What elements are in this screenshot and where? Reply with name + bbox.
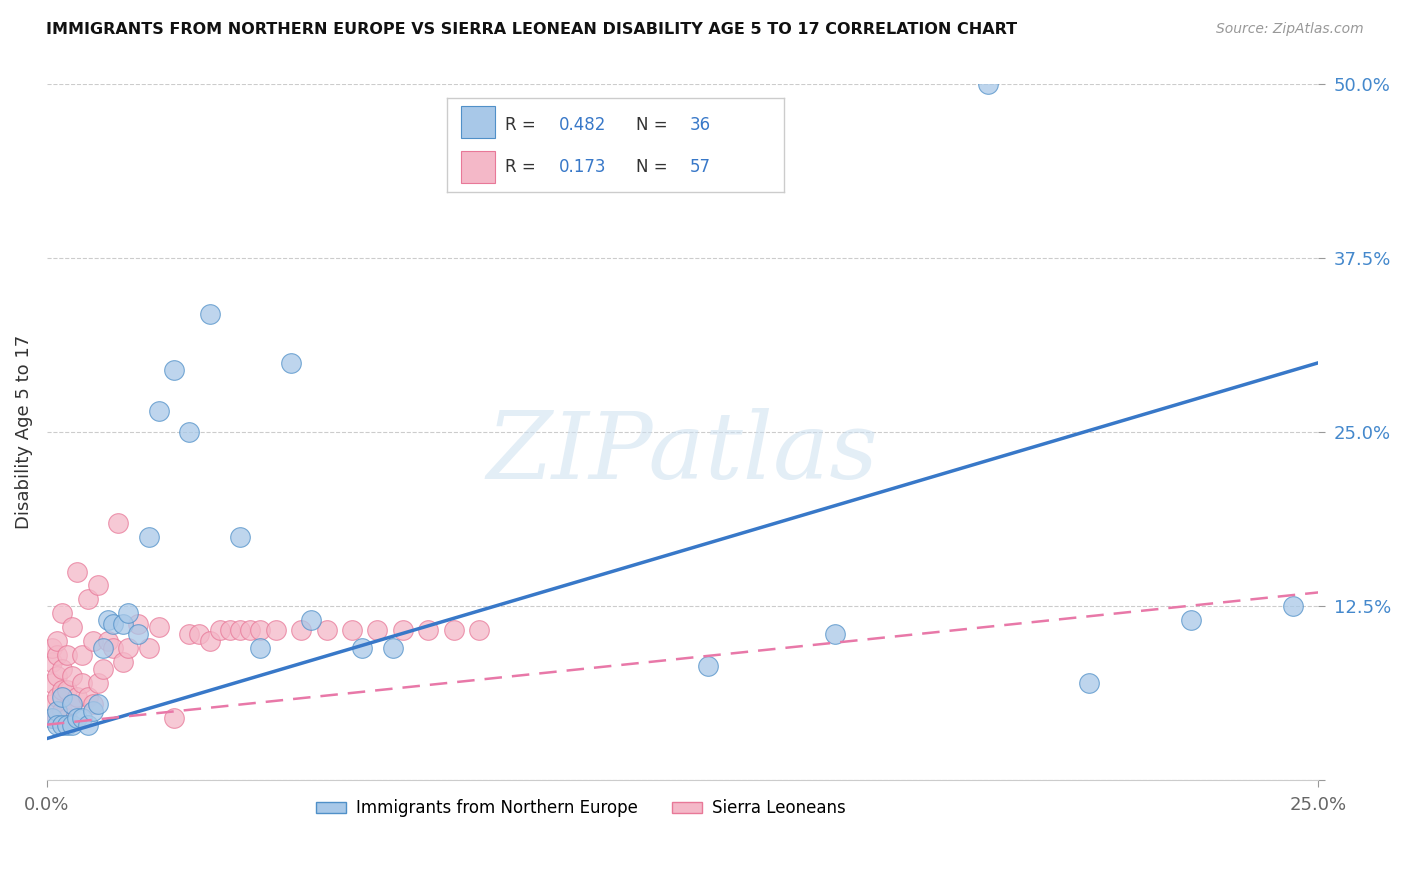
Point <box>127 627 149 641</box>
Point <box>229 530 252 544</box>
Point <box>697 659 720 673</box>
Point <box>41 655 63 669</box>
Point <box>392 623 415 637</box>
Point <box>1078 676 1101 690</box>
Point <box>82 704 104 718</box>
Point <box>198 634 221 648</box>
Point <box>97 613 120 627</box>
Point <box>148 404 170 418</box>
Point <box>51 690 73 704</box>
Point <box>112 655 135 669</box>
Point <box>1180 613 1202 627</box>
Point <box>117 607 139 621</box>
Point <box>117 641 139 656</box>
Point <box>60 697 83 711</box>
Point <box>352 641 374 656</box>
Point <box>51 704 73 718</box>
Point <box>87 578 110 592</box>
Point <box>229 623 252 637</box>
Point <box>46 648 69 662</box>
Point <box>76 690 98 704</box>
Point <box>72 648 94 662</box>
Point <box>66 565 89 579</box>
Point <box>41 676 63 690</box>
Point <box>91 662 114 676</box>
Point <box>977 78 1000 92</box>
Point <box>41 711 63 725</box>
Point <box>66 690 89 704</box>
Point <box>97 634 120 648</box>
Point <box>107 516 129 530</box>
Legend: Immigrants from Northern Europe, Sierra Leoneans: Immigrants from Northern Europe, Sierra … <box>309 793 852 824</box>
Point <box>249 623 271 637</box>
Point <box>82 697 104 711</box>
Point <box>60 717 83 731</box>
Point <box>239 623 262 637</box>
Point <box>60 620 83 634</box>
Point <box>280 356 302 370</box>
Point <box>443 623 465 637</box>
Point <box>46 704 69 718</box>
Point <box>60 669 83 683</box>
Point <box>148 620 170 634</box>
Point <box>315 623 337 637</box>
Point <box>56 717 79 731</box>
Point <box>76 717 98 731</box>
Point <box>381 641 404 656</box>
Point <box>264 623 287 637</box>
Point <box>127 617 149 632</box>
Point <box>138 530 160 544</box>
Point <box>138 641 160 656</box>
Point <box>366 623 388 637</box>
Point <box>46 717 69 731</box>
Point <box>66 711 89 725</box>
Y-axis label: Disability Age 5 to 17: Disability Age 5 to 17 <box>15 335 32 530</box>
Point <box>72 676 94 690</box>
Point <box>418 623 440 637</box>
Point <box>76 592 98 607</box>
Point <box>72 711 94 725</box>
Point <box>46 634 69 648</box>
Point <box>1282 599 1305 614</box>
Text: Source: ZipAtlas.com: Source: ZipAtlas.com <box>1216 22 1364 37</box>
Point <box>824 627 846 641</box>
Text: IMMIGRANTS FROM NORTHERN EUROPE VS SIERRA LEONEAN DISABILITY AGE 5 TO 17 CORRELA: IMMIGRANTS FROM NORTHERN EUROPE VS SIERR… <box>46 22 1018 37</box>
Point <box>41 641 63 656</box>
Point <box>299 613 322 627</box>
Point <box>41 711 63 725</box>
Point <box>101 641 124 656</box>
Point <box>219 623 242 637</box>
Point <box>46 690 69 704</box>
Point <box>82 634 104 648</box>
Point <box>198 307 221 321</box>
Point <box>101 617 124 632</box>
Point <box>163 711 186 725</box>
Point <box>91 641 114 656</box>
Point <box>46 711 69 725</box>
Point <box>340 623 363 637</box>
Point <box>51 717 73 731</box>
Point <box>163 363 186 377</box>
Point <box>112 617 135 632</box>
Point <box>46 669 69 683</box>
Point <box>56 711 79 725</box>
Point <box>468 623 491 637</box>
Point <box>51 607 73 621</box>
Point <box>179 425 201 440</box>
Point <box>249 641 271 656</box>
Point <box>51 682 73 697</box>
Point <box>87 676 110 690</box>
Point <box>56 648 79 662</box>
Point <box>290 623 312 637</box>
Point <box>51 662 73 676</box>
Point <box>179 627 201 641</box>
Point <box>41 697 63 711</box>
Point <box>87 697 110 711</box>
Point <box>188 627 211 641</box>
Point <box>60 697 83 711</box>
Text: ZIPatlas: ZIPatlas <box>486 409 879 499</box>
Point <box>56 682 79 697</box>
Point <box>208 623 231 637</box>
